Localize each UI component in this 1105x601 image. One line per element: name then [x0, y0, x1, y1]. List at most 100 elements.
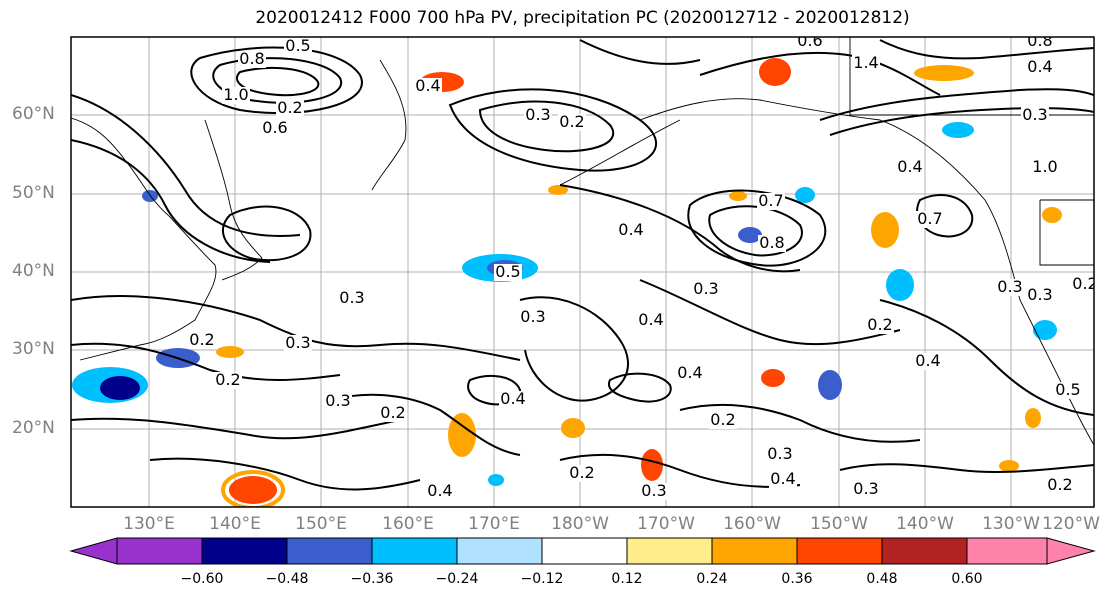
contour-label: 0.3 — [325, 391, 350, 410]
contour-label-bg — [1026, 59, 1054, 76]
precip-patch — [818, 370, 842, 400]
contour-label-bg — [494, 264, 522, 281]
contour-label: 0.4 — [1027, 57, 1052, 76]
contour-label-bg — [617, 222, 645, 239]
contour-label-bg — [896, 159, 924, 176]
precip-patch — [1042, 207, 1062, 223]
contour-label: 0.2 — [569, 463, 594, 482]
contour-label-bg — [499, 391, 527, 408]
colorbar-bin — [371, 537, 458, 565]
aleutian-chain — [559, 119, 681, 186]
precip-patch — [871, 212, 899, 248]
contour-label: 0.5 — [285, 36, 310, 55]
contour-label-bg — [1046, 477, 1074, 494]
contour-label-bg — [1021, 107, 1049, 124]
colorbar-tick: 0.24 — [696, 571, 728, 587]
precip-patch — [641, 449, 663, 481]
lon-label-180w: 180°W — [551, 514, 609, 534]
colorbar-tick: −0.12 — [520, 571, 564, 587]
colorbar-tick: 0.48 — [866, 571, 898, 587]
contour-label-bg — [379, 405, 407, 422]
contour-label-bg — [1054, 382, 1082, 399]
contour-label-bg — [261, 120, 289, 137]
contour-label-bg — [338, 290, 366, 307]
colorbar-bin — [626, 537, 713, 565]
contour-label: 0.3 — [525, 105, 550, 124]
contour-label-bg — [426, 483, 454, 500]
lon-label-120w: 120°W — [1042, 514, 1100, 534]
colorbar — [69, 537, 1096, 565]
contour-label: 0.6 — [797, 31, 822, 50]
contour-label-bg — [852, 481, 880, 498]
contour-label: 0.3 — [520, 307, 545, 326]
contour-label-bg — [676, 365, 704, 382]
precip-patch — [1033, 320, 1057, 340]
contour-label: 0.3 — [853, 479, 878, 498]
lat-label-40n: 40°N — [12, 261, 55, 281]
contour-label-bg — [709, 412, 737, 429]
contour-label: 0.4 — [915, 351, 940, 370]
colorbar-bin — [966, 537, 1048, 565]
contour-label: 0.8 — [1027, 31, 1052, 50]
colorbar-tick: −0.24 — [435, 571, 479, 587]
colorbar-under-arrow — [69, 537, 118, 565]
contour-label: 0.6 — [262, 118, 287, 137]
lon-label-140e: 140°E — [209, 514, 261, 534]
contour-label: 0.5 — [495, 262, 520, 281]
pv-contours — [71, 39, 1094, 491]
contour-label-bg — [769, 471, 797, 488]
contour-label-bg — [692, 281, 720, 298]
contour-label-bg — [1031, 159, 1059, 176]
contour-label-bg — [796, 37, 824, 50]
precip-patch — [729, 191, 747, 201]
colorbar-tick: 0.60 — [951, 571, 983, 587]
precip-patch — [942, 122, 974, 138]
contour-label-bg — [916, 211, 944, 228]
contour-labels: 0.50.81.00.60.40.3 0.20.50.40.30.30.20.20… — [188, 31, 1094, 500]
border-line — [849, 37, 1094, 116]
precip-patch — [216, 346, 244, 358]
colorbar-tick: −0.60 — [180, 571, 224, 587]
contour-label: 0.3 — [641, 481, 666, 500]
contour-label-bg — [414, 78, 442, 95]
contour-label-bg — [276, 100, 304, 117]
lat-label-50n: 50°N — [12, 183, 55, 203]
contour-label: 0.3 — [1027, 285, 1052, 304]
colorbar-tick: −0.48 — [265, 571, 309, 587]
contour-label-bg — [568, 465, 596, 482]
contour-label-bg — [640, 483, 668, 500]
contour-label-bg — [238, 51, 266, 68]
contour-label: 0.2 — [710, 410, 735, 429]
colorbar-tick: 0.36 — [781, 571, 813, 587]
colorbar-bin — [201, 537, 288, 565]
contour-label: 0.4 — [618, 220, 643, 239]
colorbar-tick: 0.12 — [611, 571, 643, 587]
contour-label-bg — [637, 312, 665, 329]
coastline-asia — [71, 117, 217, 361]
contour-label: 0.3 — [997, 277, 1022, 296]
contour-label-bg — [1071, 276, 1094, 293]
precip-patch — [759, 58, 791, 86]
colorbar-bin — [881, 537, 968, 565]
precip-patch — [738, 227, 762, 243]
contour-label: 1.0 — [1032, 157, 1057, 176]
lon-label-170e: 170°E — [468, 514, 520, 534]
contour-label-bg — [914, 353, 942, 370]
contour-label: 1.4 — [853, 53, 878, 72]
contour-label: 0.4 — [897, 157, 922, 176]
lat-label-60n: 60°N — [12, 104, 55, 124]
colorbar-bin — [711, 537, 798, 565]
lon-label-150e: 150°E — [295, 514, 347, 534]
contour-label-bg — [222, 87, 250, 104]
precip-patch — [448, 413, 476, 457]
lon-label-140w: 140°W — [896, 514, 954, 534]
precip-patch — [488, 474, 504, 486]
precip-patch — [914, 65, 974, 81]
lat-label-30n: 30°N — [12, 339, 55, 359]
precip-patch — [221, 470, 285, 507]
colorbar-over-arrow — [1046, 537, 1096, 565]
contour-label-bg — [758, 235, 786, 252]
contour-label-bg — [1026, 37, 1054, 50]
precip-patch — [999, 460, 1019, 472]
precip-patch — [795, 187, 815, 203]
